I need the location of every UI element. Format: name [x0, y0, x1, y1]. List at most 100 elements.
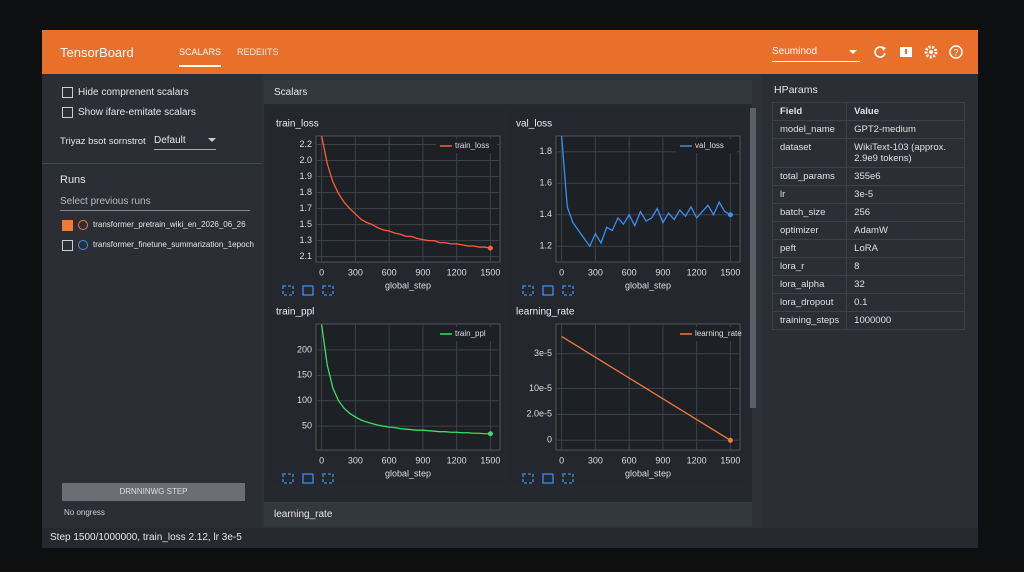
tab[interactable]: SCALARS	[179, 47, 222, 67]
x-tick-label: 300	[348, 455, 363, 465]
sort-label: Triyaz bsot sornstrot	[60, 136, 146, 147]
plot-area	[555, 323, 741, 451]
x-tick-label: 300	[588, 267, 603, 277]
x-tick-label: 600	[382, 455, 397, 465]
row: lr 3e-5	[771, 185, 965, 204]
x-tick-label: 0	[319, 455, 324, 465]
plot-area	[315, 323, 501, 451]
y-tick-label: 100	[297, 395, 312, 405]
y-tick-label: 1.6	[539, 178, 552, 188]
run-checkbox[interactable]	[62, 240, 73, 251]
sort-select[interactable]: Default	[154, 135, 216, 150]
status: No ongress	[64, 508, 105, 517]
hparams-title: HParams	[774, 84, 818, 96]
collapsed-title: learning_rate	[274, 509, 333, 520]
chart-title: train_loss	[276, 119, 319, 130]
legend-label: train_loss	[455, 141, 489, 150]
x-tick-label: 600	[622, 267, 637, 277]
y-tick-label: 2.0	[299, 155, 312, 165]
series-line	[320, 135, 491, 249]
legend-box	[436, 139, 497, 153]
y-tick-label: 50	[302, 420, 312, 430]
footer-status: Step 1500/1000000, train_loss 2.12, lr 3…	[50, 532, 242, 543]
legend-label: train_ppl	[455, 329, 486, 338]
y-tick-label: 150	[297, 370, 312, 380]
x-axis-label: global_step	[385, 468, 431, 478]
hparams-table: Field Value model_name GPT2-medium dataset Wi…	[771, 102, 965, 330]
tab[interactable]: REDEIITS	[237, 47, 279, 57]
cell: 1000000	[846, 311, 965, 330]
y-tick-label: 0	[547, 435, 552, 445]
y-tick-label: 200	[297, 344, 312, 354]
y-tick-label: 3e-5	[534, 348, 552, 358]
chart-icon[interactable]	[302, 285, 314, 296]
plot-area	[555, 135, 741, 263]
run-checkbox[interactable]	[62, 220, 73, 231]
y-tick-label: 2.1	[299, 251, 312, 261]
legend-box	[676, 139, 737, 153]
chart-icon[interactable]	[522, 285, 534, 296]
brand: TensorBoard	[60, 45, 134, 60]
chart-icon[interactable]	[542, 285, 554, 296]
checkbox[interactable]	[62, 87, 73, 98]
chart-icon[interactable]	[302, 473, 314, 484]
svg-text:?: ?	[953, 47, 958, 57]
x-tick-label: 0	[319, 267, 324, 277]
collapsed-bar[interactable]	[264, 502, 752, 526]
chart-icon[interactable]	[542, 473, 554, 484]
scrollbar[interactable]	[750, 108, 756, 408]
x-axis-label: global_step	[625, 468, 671, 478]
y-tick-label: 10e-5	[529, 383, 552, 393]
button[interactable]: DRNNINWG STEP	[62, 483, 245, 501]
series-line	[561, 335, 731, 441]
x-tick-label: 1500	[480, 267, 500, 277]
x-tick-label: 1500	[720, 267, 740, 277]
chart-title: learning_rate	[516, 307, 575, 318]
cell: 256	[846, 203, 965, 222]
row: batch_size 256	[771, 203, 965, 222]
chart-icon[interactable]	[322, 285, 334, 296]
x-tick-label: 600	[622, 455, 637, 465]
chart-icon[interactable]	[522, 473, 534, 484]
series-line	[320, 324, 491, 435]
hparams: HParams Field Value model_name GPT2-medium d…	[762, 74, 978, 534]
x-tick-label: 0	[559, 267, 564, 277]
chart-icon[interactable]	[562, 285, 574, 296]
chart-icon[interactable]	[562, 473, 574, 484]
series-line	[560, 135, 731, 248]
x-tick-label: 0	[559, 455, 564, 465]
x-tick-label: 1200	[447, 455, 467, 465]
run-select[interactable]: Seuminod	[772, 46, 860, 62]
row: model_name GPT2-medium	[771, 120, 965, 139]
x-tick-label: 1200	[687, 455, 707, 465]
y-tick-label: 1.8	[539, 146, 552, 156]
y-tick-label: 1.5	[299, 219, 312, 229]
row: training_steps 1000000	[771, 311, 965, 330]
cell: WikiText-103 (approx. 2.9e9 tokens)	[846, 138, 965, 168]
toolbar-icons[interactable]: ?	[872, 44, 972, 62]
chart-title: val_loss	[516, 119, 552, 130]
section-bar[interactable]	[264, 80, 752, 104]
runs-filter[interactable]: Select previous runs	[60, 196, 250, 211]
legend-box	[676, 327, 737, 341]
x-tick-label: 600	[382, 267, 397, 277]
x-tick-label: 1200	[687, 267, 707, 277]
y-tick-label: 1.4	[539, 209, 552, 219]
option-label: Hide comprenent scalars	[78, 87, 189, 98]
chart-icon[interactable]	[282, 285, 294, 296]
y-tick-label: 1.8	[299, 187, 312, 197]
checkbox[interactable]	[62, 107, 73, 118]
row: peft LoRA	[771, 239, 965, 258]
x-tick-label: 900	[655, 267, 670, 277]
end-marker	[487, 245, 493, 251]
y-tick-label: 1.7	[299, 203, 312, 213]
footer: Step 1500/1000000, train_loss 2.12, lr 3…	[42, 528, 978, 548]
header: TensorBoard SCALARS REDEIITS Seuminod ?	[42, 30, 978, 74]
x-tick-label: 900	[655, 455, 670, 465]
chart-icon[interactable]	[322, 473, 334, 484]
end-marker	[727, 212, 733, 218]
chart-icon[interactable]	[282, 473, 294, 484]
row: dataset WikiText-103 (approx. 2.9e9 token…	[771, 138, 965, 168]
